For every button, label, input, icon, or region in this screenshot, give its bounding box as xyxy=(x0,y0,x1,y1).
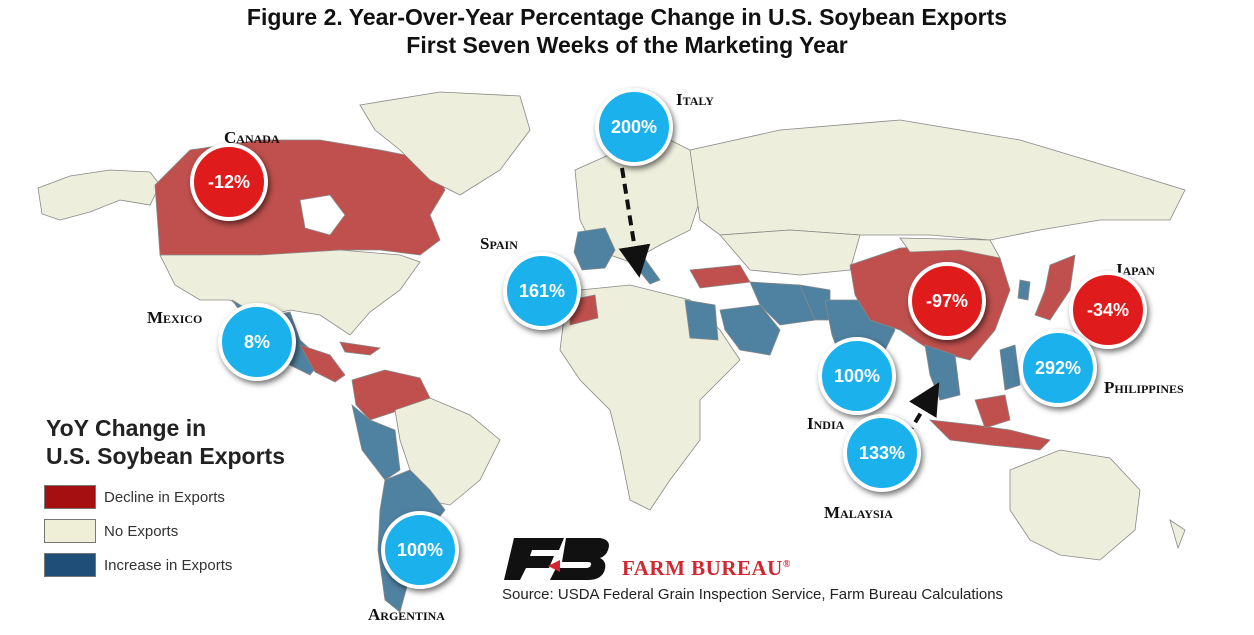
bubble-japan: -34% xyxy=(1069,271,1147,349)
legend-label-decline: Decline in Exports xyxy=(104,488,225,506)
borneo-region xyxy=(974,394,1011,429)
source-note: Source: USDA Federal Grain Inspection Se… xyxy=(502,586,1004,603)
legend-swatch-increase xyxy=(44,553,96,577)
legend-title-line1: YoY Change in xyxy=(46,415,207,441)
figure-title: Figure 2. Year-Over-Year Percentage Chan… xyxy=(246,4,1008,30)
farm-bureau-logo-icon xyxy=(504,538,609,580)
philippines-region xyxy=(999,344,1021,391)
australia-region xyxy=(1009,449,1141,561)
label-mexico: Mexico xyxy=(147,308,203,327)
label-canada: Canada xyxy=(224,128,280,147)
legend-title-line2: U.S. Soybean Exports xyxy=(46,443,286,469)
bubble-india: 100% xyxy=(818,337,896,415)
turkey-region xyxy=(689,264,751,289)
iran-region xyxy=(749,281,816,326)
bubble-malaysia: 133% xyxy=(843,414,921,492)
label-spain: Spain xyxy=(480,234,518,253)
brazil-region xyxy=(394,397,501,506)
legend-title: YoY Change in U.S. Soybean Exports xyxy=(46,414,285,470)
bubble-italy: 200% xyxy=(595,88,673,166)
legend-item-decline: Decline in Exports xyxy=(44,484,225,510)
russia-region xyxy=(689,119,1186,241)
legend-swatch-no-exports xyxy=(44,519,96,543)
label-philippines: Philippines xyxy=(1104,378,1184,397)
legend-item-increase: Increase in Exports xyxy=(44,552,232,578)
legend-item-no-exports: No Exports xyxy=(44,518,178,544)
label-italy: Italy xyxy=(676,90,714,109)
saudi-region xyxy=(719,304,781,356)
japan-region xyxy=(1034,254,1076,321)
bubble-mexico: 8% xyxy=(218,303,296,381)
label-argentina: Argentina xyxy=(368,605,445,624)
central-america-region xyxy=(299,344,346,383)
peru-region xyxy=(351,403,401,481)
legend-label-increase: Increase in Exports xyxy=(104,556,233,574)
indonesia-region xyxy=(928,419,1051,451)
bubble-canada: -12% xyxy=(190,143,268,221)
italy-region xyxy=(627,249,661,285)
legend-label-no-exports: No Exports xyxy=(104,522,179,540)
bubble-china: -97% xyxy=(908,262,986,340)
bubble-philippines: 292% xyxy=(1019,329,1097,407)
thailand-region xyxy=(924,344,961,401)
bubble-spain: 161% xyxy=(503,252,581,330)
label-malaysia: Malaysia xyxy=(824,503,893,522)
usa-region xyxy=(159,249,421,336)
spain-region xyxy=(573,227,616,271)
figure-subtitle: First Seven Weeks of the Marketing Year xyxy=(406,32,848,58)
legend-swatch-decline xyxy=(44,485,96,509)
farm-bureau-name: FARM BUREAU® xyxy=(622,556,791,580)
greenland-region xyxy=(359,91,531,196)
egypt-region xyxy=(684,299,719,341)
bubble-argentina: 100% xyxy=(381,511,459,589)
alaska-region xyxy=(37,169,161,221)
label-india: India xyxy=(807,414,845,433)
